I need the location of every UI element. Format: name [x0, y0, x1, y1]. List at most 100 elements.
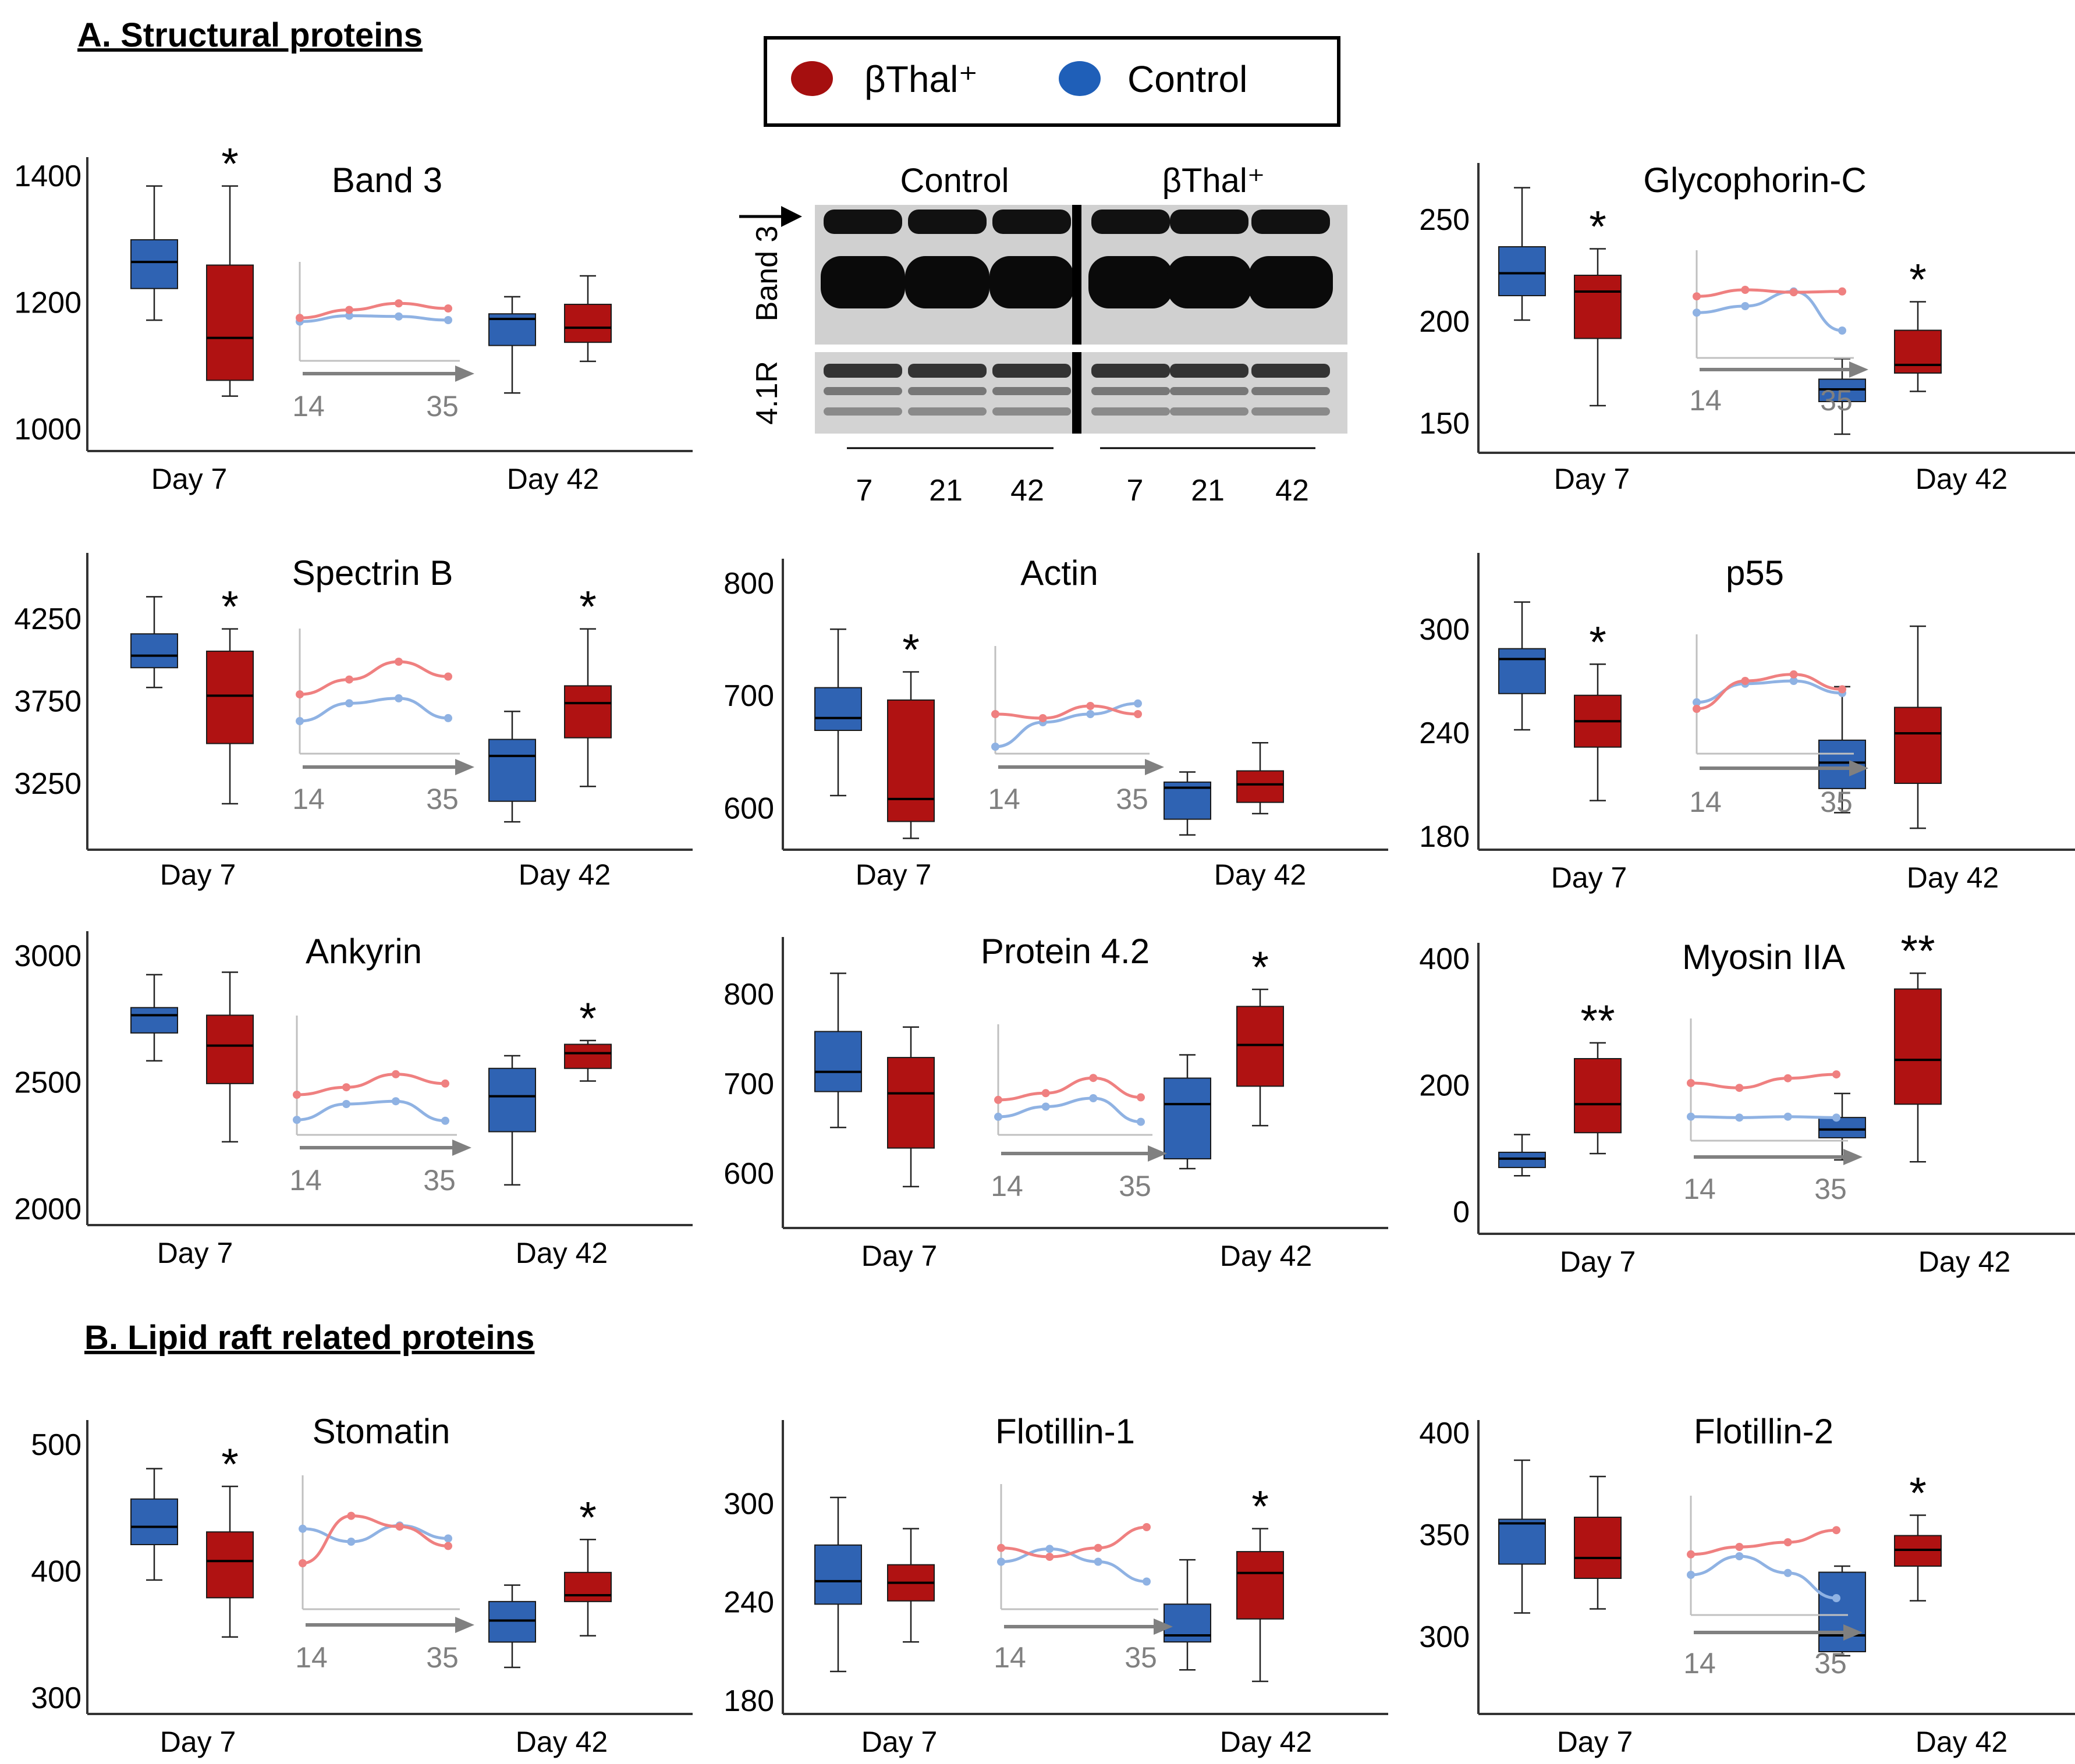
stomatin-box-control-day-42	[488, 1584, 536, 1669]
section-b-heading: B. Lipid raft related proteins	[84, 1319, 534, 1357]
chart-myosin-iia: Myosin IIA 0 200 400 Day 7 Day 42 ** ** 14 35	[1419, 927, 2075, 1278]
flotillin-1-inset-line-thal	[1001, 1525, 1147, 1559]
blot-band-41r-lower-b-6	[1251, 407, 1330, 416]
flotillin-2-inset-point-thal-3	[1832, 1526, 1840, 1535]
band-3-ytick-0: 1000	[14, 413, 81, 446]
ankyrin-inset: 14 35	[289, 1016, 471, 1197]
myosin-iia-ytick-2: 400	[1419, 942, 1470, 976]
myosin-iia-inset-point-control-3	[1832, 1113, 1840, 1122]
protein-4-2-inset-point-thal-0	[994, 1095, 1002, 1104]
stomatin-title: Stomatin	[313, 1412, 451, 1451]
blot-band-main-4	[1088, 256, 1173, 308]
blot-band-upper-6	[1251, 210, 1330, 234]
actin-inset-point-thal-1	[1038, 714, 1047, 722]
band-3-box-thal-day-42-iqr	[564, 303, 612, 343]
glycophorin-c-inset-line-thal	[1696, 288, 1843, 298]
glycophorin-c-inset-point-control-3	[1838, 326, 1846, 335]
flotillin-2-box-control-day-42	[1818, 1565, 1866, 1657]
legend-thal-marker	[791, 61, 833, 96]
blot-band-41r-lower-b-3	[992, 407, 1071, 416]
flotillin-2-title: Flotillin-2	[1694, 1412, 1833, 1451]
blot-band-upper-3	[992, 210, 1071, 234]
p55-box-control-day-7	[1498, 601, 1546, 731]
myosin-iia-box-thal-day-7: **	[1574, 996, 1622, 1155]
ankyrin-inset-point-control-2	[392, 1097, 400, 1106]
protein-4-2-inset-point-thal-2	[1089, 1074, 1098, 1082]
chart-p55: p55 180 240 300 Day 7 Day 42 * 14 35	[1419, 553, 2075, 894]
band-3-inset-label-end: 35	[426, 390, 459, 423]
stomatin-inset-line-thal	[302, 1514, 449, 1565]
blot-lane-4: 7	[1127, 474, 1144, 507]
band-3-box-control-day-7-iqr	[130, 239, 178, 289]
myosin-iia-inset-point-control-1	[1735, 1113, 1744, 1122]
flotillin-1-title: Flotillin-1	[995, 1412, 1135, 1451]
chart-ankyrin: Ankyrin 2000 2500 3000 Day 7 Day 42 * 14 35	[14, 931, 693, 1269]
flotillin-1-ytick-2: 300	[723, 1487, 774, 1521]
band-3-inset-label-start: 14	[292, 390, 325, 423]
flotillin-1-inset-point-thal-2	[1094, 1543, 1102, 1552]
flotillin-1-inset-point-thal-3	[1143, 1523, 1151, 1531]
band-3-inset-point-thal-3	[444, 304, 452, 313]
flotillin-2-ytick-1: 350	[1419, 1518, 1470, 1552]
blot-divider-lower	[1072, 352, 1081, 434]
flotillin-1-box-control-day-7	[814, 1496, 862, 1673]
band-3-inset-arrowhead	[455, 365, 474, 382]
protein-4-2-inset-point-thal-1	[1041, 1089, 1050, 1098]
spectrin-b-inset-label-end: 35	[426, 783, 459, 815]
p55-box-thal-day-42-iqr	[1894, 707, 1942, 785]
band-3-inset: 14 35	[292, 262, 474, 423]
ankyrin-ytick-1: 2500	[14, 1066, 81, 1100]
band-3-box-thal-day-7-significance: *	[221, 140, 239, 189]
band-3-inset-point-control-1	[345, 311, 353, 320]
chart-stomatin: Stomatin 300 400 500 Day 7 Day 42 * * 14 35	[31, 1412, 693, 1758]
myosin-iia-box-thal-day-7-significance: **	[1580, 996, 1615, 1046]
flotillin-1-inset: 14 35	[994, 1484, 1173, 1674]
p55-xlabel-0: Day 7	[1551, 861, 1627, 894]
glycophorin-c-box-control-day-42	[1818, 358, 1866, 435]
flotillin-1-inset-point-control-2	[1094, 1557, 1102, 1566]
myosin-iia-box-control-day-42-iqr	[1818, 1117, 1866, 1138]
blot-lane-3: 42	[1010, 474, 1044, 507]
spectrin-b-inset-point-thal-3	[444, 672, 452, 681]
protein-4-2-box-thal-day-42: *	[1236, 943, 1284, 1127]
glycophorin-c-ytick-1: 200	[1419, 305, 1470, 339]
stomatin-inset-label-end: 35	[426, 1641, 459, 1674]
glycophorin-c-box-thal-day-42: *	[1894, 255, 1942, 392]
stomatin-inset-line-control	[302, 1524, 449, 1543]
p55-ytick-0: 180	[1419, 820, 1470, 854]
protein-4-2-inset-label-end: 35	[1119, 1170, 1151, 1202]
spectrin-b-xlabel-0: Day 7	[160, 858, 236, 891]
myosin-iia-box-control-day-42	[1818, 1092, 1866, 1161]
spectrin-b-inset-point-control-3	[444, 714, 452, 722]
actin-ytick-0: 600	[723, 792, 774, 825]
blot-band-41r-5	[1170, 364, 1248, 378]
myosin-iia-xlabel-0: Day 7	[1560, 1245, 1636, 1278]
spectrin-b-inset-arrowhead	[455, 759, 474, 775]
ankyrin-inset-line-thal	[296, 1073, 446, 1096]
glycophorin-c-box-thal-day-42-significance: *	[1909, 255, 1927, 305]
protein-4-2-inset-arrowhead	[1148, 1145, 1167, 1162]
chart-actin: Actin 600 700 800 Day 7 Day 42 * 14 35	[723, 553, 1388, 891]
flotillin-1-inset-point-thal-0	[997, 1543, 1005, 1552]
glycophorin-c-ytick-0: 150	[1419, 407, 1470, 441]
actin-xlabel-0: Day 7	[856, 858, 932, 891]
stomatin-inset-point-control-1	[347, 1538, 356, 1546]
legend: βThal⁺ Control	[764, 36, 1340, 127]
spectrin-b-inset-point-thal-0	[296, 690, 304, 699]
flotillin-1-inset-arrowhead	[1154, 1619, 1173, 1635]
ankyrin-xlabel-0: Day 7	[157, 1237, 233, 1269]
p55-box-thal-day-42	[1894, 625, 1942, 829]
myosin-iia-inset-point-control-2	[1783, 1112, 1792, 1121]
flotillin-1-inset-point-control-3	[1143, 1577, 1151, 1586]
actin-inset-point-control-0	[991, 743, 999, 751]
blot-band-upper-5	[1170, 210, 1248, 234]
blot-row-41r: 4.1R	[750, 361, 784, 425]
legend-thal-label: βThal⁺	[864, 58, 978, 100]
flotillin-2-inset-label-end: 35	[1814, 1647, 1847, 1680]
myosin-iia-box-thal-day-7-iqr	[1574, 1058, 1622, 1134]
p55-inset-point-control-0	[1693, 698, 1701, 707]
protein-4-2-ytick-2: 800	[723, 978, 774, 1011]
spectrin-b-ytick-2: 4250	[14, 602, 81, 636]
protein-4-2-box-thal-day-42-significance: *	[1251, 943, 1269, 992]
